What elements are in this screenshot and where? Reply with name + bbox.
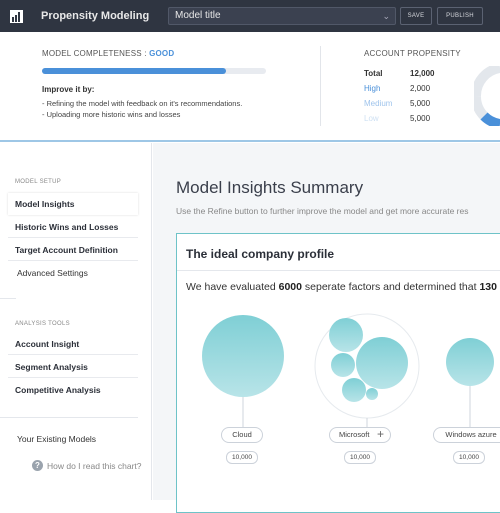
propensity-row-high: High 2,000: [364, 81, 434, 96]
bubble-cloud[interactable]: [202, 315, 284, 397]
bubble-microsoft-5[interactable]: [366, 388, 378, 400]
sidebar-item-segment-analysis[interactable]: Segment Analysis: [8, 356, 138, 378]
divider: [0, 417, 138, 418]
section-label-model-setup: MODEL SETUP: [15, 179, 62, 185]
propensity-row-low: Low 5,000: [364, 111, 434, 126]
bubble-microsoft-4[interactable]: [342, 378, 366, 402]
propensity-value: 5,000: [410, 99, 431, 108]
propensity-row-medium: Medium 5,000: [364, 96, 434, 111]
ideal-profile-card: The ideal company profile We have evalua…: [176, 233, 500, 513]
propensity-value: 12,000: [410, 69, 435, 78]
bubble-microsoft-2[interactable]: [356, 337, 408, 389]
bar-chart-logo-icon: [0, 0, 32, 32]
bubble-count-cloud: 10,000: [226, 451, 258, 464]
publish-button[interactable]: PUBLISH: [437, 7, 483, 25]
sidebar-item-advanced-settings[interactable]: Advanced Settings: [17, 268, 88, 278]
section-label-analysis-tools: ANALYSIS TOOLS: [15, 321, 70, 327]
page-subtitle: Use the Refine button to further improve…: [176, 206, 469, 216]
sidebar-item-historic-wins[interactable]: Historic Wins and Losses: [8, 216, 138, 238]
improve-tips: - Refining the model with feedback on it…: [42, 98, 242, 120]
completeness-label: MODEL COMPLETENESS :: [42, 49, 147, 58]
question-circle-icon: ?: [32, 460, 43, 471]
main-content: Model Insights Summary Use the Refine bu…: [153, 143, 500, 513]
bubble-label-cloud[interactable]: Cloud: [221, 427, 263, 443]
sidebar-item-account-insight[interactable]: Account Insight: [8, 333, 138, 355]
sidebar: MODEL SETUP Model Insights Historic Wins…: [0, 143, 152, 500]
propensity-donut-chart: [474, 66, 500, 126]
completeness-progress-fill: [42, 68, 226, 74]
propensity-value: 2,000: [410, 84, 431, 93]
propensity-label: High: [364, 84, 381, 93]
factor-count: 6000: [278, 281, 302, 293]
propensity-row-total: Total 12,000: [364, 66, 434, 81]
bubble-label-windows-azure[interactable]: Windows azure: [433, 427, 500, 443]
summary-text-mid: seperate factors and determined that: [301, 281, 480, 293]
app-title: Propensity Modeling: [41, 10, 150, 22]
sidebar-item-competitive-analysis[interactable]: Competitive Analysis: [15, 385, 101, 395]
improve-title: Improve it by:: [42, 85, 95, 94]
bubble-count-windows-azure: 10,000: [453, 451, 485, 464]
summary-text-pre: We have evaluated: [186, 281, 279, 293]
card-summary-text: We have evaluated 6000 seperate factors …: [186, 281, 500, 293]
divider: [320, 46, 321, 126]
model-stats-panel: MODEL COMPLETENESS : GOOD Improve it by:…: [0, 32, 500, 142]
bubble-count-microsoft: 10,000: [344, 451, 376, 464]
sidebar-item-existing-models[interactable]: Your Existing Models: [17, 434, 97, 444]
card-title: The ideal company profile: [186, 247, 335, 261]
page-title: Model Insights Summary: [176, 178, 364, 197]
bubble-windows-azure[interactable]: [446, 338, 494, 386]
completeness-title: MODEL COMPLETENESS : GOOD: [42, 49, 174, 58]
propensity-label: Low: [364, 114, 379, 123]
completeness-status: GOOD: [149, 49, 175, 58]
sidebar-item-target-account[interactable]: Target Account Definition: [8, 239, 138, 261]
bubble-label-microsoft[interactable]: Microsoft: [329, 427, 391, 443]
bubble-microsoft-3[interactable]: [331, 353, 355, 377]
propensity-table: Total 12,000 High 2,000 Medium 5,000 Low…: [364, 66, 434, 126]
chart-help-link[interactable]: ? How do I read this chart?: [32, 460, 142, 471]
bubble-label-text: Microsoft: [339, 430, 370, 439]
top-bar: Propensity Modeling Model title ⌄ SAVE P…: [0, 0, 500, 32]
bubble-chart: [202, 313, 494, 427]
bubble-microsoft-1[interactable]: [329, 318, 363, 352]
divider: [177, 270, 500, 271]
propensity-label: Total: [364, 69, 383, 78]
chevron-down-icon: ⌄: [382, 11, 390, 21]
model-title-value: Model title: [175, 10, 221, 21]
propensity-value: 5,000: [410, 114, 431, 123]
save-button[interactable]: SAVE: [400, 7, 432, 25]
propensity-title: ACCOUNT PROPENSITY: [364, 49, 461, 58]
plus-icon[interactable]: +: [377, 427, 385, 441]
improve-tip: - Refining the model with feedback on it…: [42, 99, 243, 108]
completeness-progress-bar: [42, 68, 266, 74]
divider: [0, 298, 16, 299]
sidebar-item-model-insights[interactable]: Model Insights: [8, 193, 138, 215]
model-title-select[interactable]: Model title ⌄: [168, 7, 396, 25]
help-text: How do I read this chart?: [47, 460, 142, 471]
propensity-label: Medium: [364, 99, 393, 108]
profile-count: 130: [479, 281, 497, 293]
improve-tip: - Uploading more historic wins and losse…: [42, 110, 181, 119]
